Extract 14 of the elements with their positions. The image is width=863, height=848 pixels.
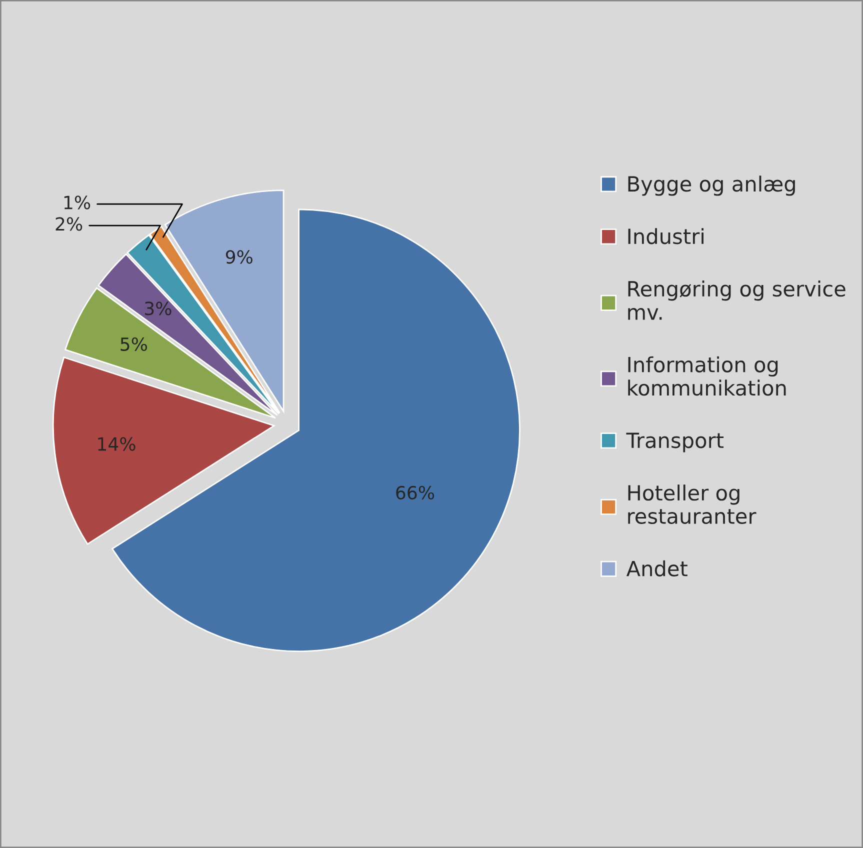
data-label: 5% — [120, 337, 147, 352]
data-label: 66% — [396, 486, 434, 500]
data-label: 1% — [64, 196, 90, 210]
legend-label: Information og kommunikation — [628, 356, 786, 396]
data-label: 2% — [56, 217, 82, 231]
data-label: 14% — [98, 437, 136, 451]
legend-label: Andet — [626, 560, 688, 576]
legend-label: Industri — [628, 228, 704, 244]
legend-label: Transport — [626, 432, 724, 452]
legend-label: Hoteller og restauranter — [628, 484, 756, 524]
legend-label: Bygge og anlæg — [628, 176, 795, 196]
data-label: 9% — [226, 250, 252, 264]
legend-label: Rengøring og service mv. — [628, 280, 846, 320]
data-label: 3% — [145, 302, 172, 316]
